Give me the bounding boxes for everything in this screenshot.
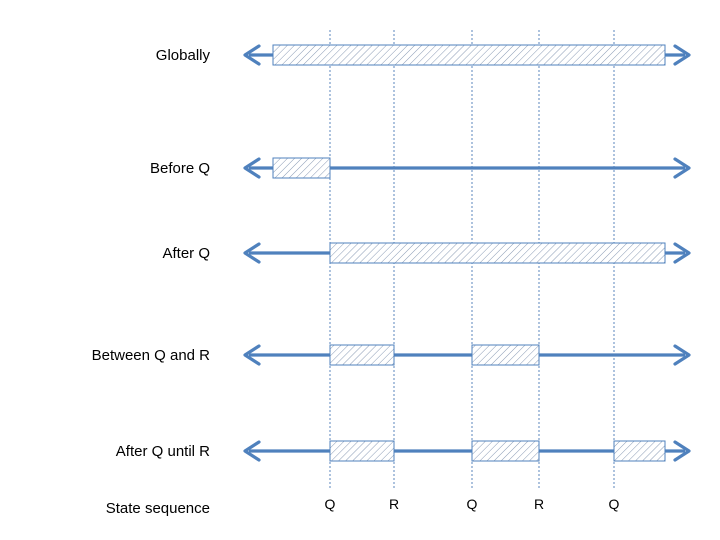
row-label: After Q until R xyxy=(116,443,210,460)
row-label: After Q xyxy=(162,245,210,262)
left-arrowhead xyxy=(243,344,261,366)
scope-row: Globally xyxy=(156,44,691,66)
row-label: Between Q and R xyxy=(92,347,211,364)
left-arrowhead xyxy=(243,157,261,179)
right-arrowhead xyxy=(673,242,691,264)
scope-interval xyxy=(329,242,666,264)
state-label: Q xyxy=(325,496,336,512)
scope-interval xyxy=(272,44,666,66)
state-label: Q xyxy=(467,496,478,512)
right-arrowhead xyxy=(673,344,691,366)
right-arrowhead xyxy=(673,44,691,66)
scope-row: After Q xyxy=(162,242,691,264)
scope-interval xyxy=(272,157,331,179)
left-arrowhead xyxy=(243,242,261,264)
state-sequence: State sequence Q R Q R Q xyxy=(106,496,620,517)
row-label: Globally xyxy=(156,47,211,64)
state-label: R xyxy=(534,496,544,512)
scope-interval xyxy=(329,344,395,366)
left-arrowhead xyxy=(243,44,261,66)
state-sequence-label: State sequence xyxy=(106,500,210,517)
scope-interval xyxy=(613,440,666,462)
scope-rows: Globally Before Q After Q Between Q and R Af… xyxy=(92,44,691,462)
right-arrowhead xyxy=(673,440,691,462)
scope-interval xyxy=(329,440,395,462)
scope-interval xyxy=(471,440,540,462)
scope-row: After Q until R xyxy=(116,440,691,462)
scope-row: Between Q and R xyxy=(92,344,691,366)
right-arrowhead xyxy=(673,157,691,179)
scope-row: Before Q xyxy=(150,157,691,179)
state-label: Q xyxy=(609,496,620,512)
row-label: Before Q xyxy=(150,160,210,177)
scope-interval xyxy=(471,344,540,366)
state-label: R xyxy=(389,496,399,512)
left-arrowhead xyxy=(243,440,261,462)
